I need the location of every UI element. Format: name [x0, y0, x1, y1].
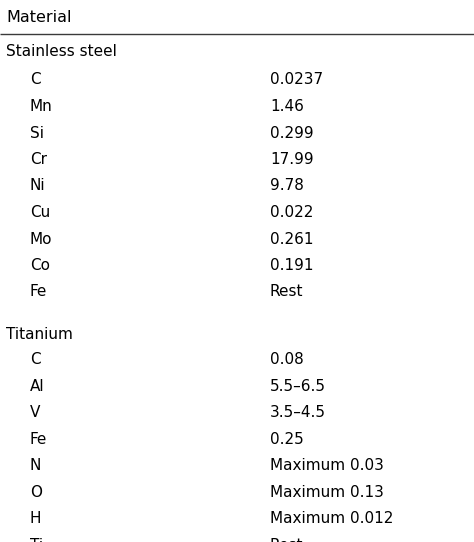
Text: 0.022: 0.022 — [270, 205, 313, 220]
Text: 9.78: 9.78 — [270, 178, 304, 193]
Text: Cr: Cr — [30, 152, 47, 167]
Text: Rest: Rest — [270, 285, 303, 300]
Text: 0.261: 0.261 — [270, 231, 313, 247]
Text: 17.99: 17.99 — [270, 152, 314, 167]
Text: Material: Material — [6, 10, 72, 25]
Text: V: V — [30, 405, 40, 420]
Text: 5.5–6.5: 5.5–6.5 — [270, 378, 326, 393]
Text: Mo: Mo — [30, 231, 53, 247]
Text: Fe: Fe — [30, 285, 47, 300]
Text: C: C — [30, 352, 41, 367]
Text: N: N — [30, 458, 41, 473]
Text: Si: Si — [30, 126, 44, 140]
Text: Titanium: Titanium — [6, 327, 73, 342]
Text: Stainless steel: Stainless steel — [6, 44, 117, 60]
Text: 0.299: 0.299 — [270, 126, 314, 140]
Text: 0.25: 0.25 — [270, 431, 304, 447]
Text: O: O — [30, 485, 42, 500]
Text: C: C — [30, 73, 41, 87]
Text: Rest: Rest — [270, 538, 303, 542]
Text: H: H — [30, 511, 42, 526]
Text: Ti: Ti — [30, 538, 43, 542]
Text: 0.08: 0.08 — [270, 352, 304, 367]
Text: Fe: Fe — [30, 431, 47, 447]
Text: Mn: Mn — [30, 99, 53, 114]
Text: Cu: Cu — [30, 205, 50, 220]
Text: 0.0237: 0.0237 — [270, 73, 323, 87]
Text: 1.46: 1.46 — [270, 99, 304, 114]
Text: Ni: Ni — [30, 178, 46, 193]
Text: Al: Al — [30, 378, 45, 393]
Text: 3.5–4.5: 3.5–4.5 — [270, 405, 326, 420]
Text: Co: Co — [30, 258, 50, 273]
Text: Maximum 0.012: Maximum 0.012 — [270, 511, 393, 526]
Text: Maximum 0.13: Maximum 0.13 — [270, 485, 384, 500]
Text: Maximum 0.03: Maximum 0.03 — [270, 458, 384, 473]
Text: 0.191: 0.191 — [270, 258, 313, 273]
